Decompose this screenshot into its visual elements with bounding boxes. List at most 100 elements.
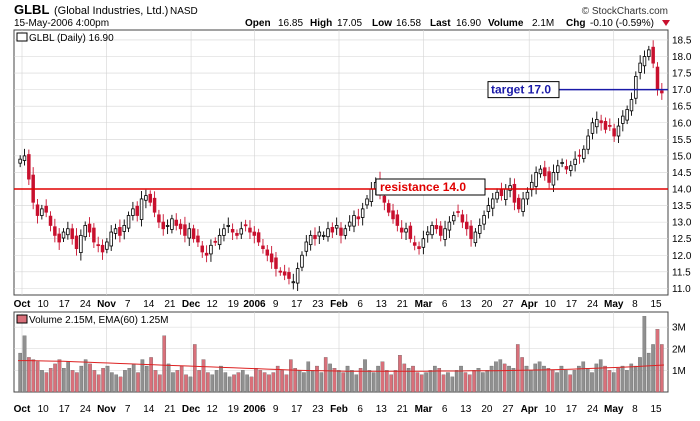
x-tick-label: 12 bbox=[207, 404, 219, 415]
volume-bar bbox=[424, 372, 428, 393]
volume-y-tick: 2M bbox=[672, 344, 686, 355]
volume-bar bbox=[319, 372, 324, 393]
x-tick-label: 21 bbox=[164, 299, 176, 310]
candle-body bbox=[521, 198, 525, 212]
candle-body bbox=[170, 218, 174, 230]
legend-swatch bbox=[16, 32, 28, 42]
candle-body bbox=[308, 234, 313, 246]
candle-body bbox=[35, 204, 40, 216]
volume-bar bbox=[642, 316, 647, 393]
x-tick-label: 9 bbox=[273, 299, 279, 310]
candle-body bbox=[135, 205, 139, 216]
x-tick-label: May bbox=[604, 299, 624, 310]
down-triangle-icon bbox=[662, 20, 670, 26]
candle-body bbox=[248, 227, 252, 233]
volume-bar bbox=[245, 374, 249, 393]
x-tick-label: 17 bbox=[59, 299, 71, 310]
candle-body bbox=[139, 198, 144, 220]
chg-value: -0.10 (-0.59%) bbox=[590, 18, 654, 29]
candle-body bbox=[395, 214, 400, 226]
volume-bar bbox=[288, 359, 293, 393]
volume-bar bbox=[651, 344, 655, 393]
volume-bar bbox=[267, 374, 271, 393]
x-tick-label: 24 bbox=[80, 299, 92, 310]
candle-body bbox=[300, 254, 304, 268]
volume-bar bbox=[110, 372, 114, 393]
x-tick-label: 27 bbox=[503, 299, 515, 310]
x-tick-label: 9 bbox=[273, 404, 279, 415]
volume-bar bbox=[389, 374, 394, 393]
volume-bar bbox=[363, 359, 367, 393]
x-tick-label: 21 bbox=[397, 299, 409, 310]
candle-body bbox=[517, 197, 521, 210]
candle-body bbox=[278, 270, 283, 273]
volume-bar bbox=[472, 370, 476, 393]
x-tick-label: 7 bbox=[125, 404, 131, 415]
volume-bar bbox=[70, 370, 75, 393]
x-tick-label: 15 bbox=[650, 404, 662, 415]
x-tick-label: 19 bbox=[228, 404, 240, 415]
x-tick-label: Mar bbox=[415, 404, 433, 415]
x-tick-label: 20 bbox=[481, 299, 493, 310]
volume-y-tick: 3M bbox=[672, 323, 686, 334]
candle-body bbox=[191, 228, 196, 240]
volume-bar bbox=[638, 357, 642, 393]
candle-body bbox=[256, 232, 261, 243]
candle-body bbox=[44, 205, 48, 213]
volume-bar bbox=[105, 365, 110, 393]
x-tick-label: 23 bbox=[312, 404, 324, 415]
candle-body bbox=[638, 62, 642, 73]
volume-bar bbox=[467, 374, 472, 393]
high-label: High bbox=[310, 18, 332, 29]
candle-body bbox=[113, 228, 118, 234]
volume-bar bbox=[123, 370, 127, 393]
x-tick-label: 24 bbox=[587, 404, 599, 415]
price-y-tick: 13.0 bbox=[672, 218, 692, 229]
candle-body bbox=[582, 148, 586, 159]
candle-body bbox=[438, 225, 443, 236]
candlestick-series bbox=[18, 40, 664, 292]
volume-bar bbox=[502, 363, 507, 393]
volume-bar bbox=[520, 357, 524, 393]
volume-bar bbox=[48, 368, 53, 393]
price-y-axis: 11.0 11.5 12.0 12.5 13.0 13.5 14.0 14.5 15.0 15.5… bbox=[672, 35, 692, 294]
volume-bar bbox=[192, 344, 197, 393]
candle-body bbox=[161, 221, 165, 230]
target-label-box bbox=[487, 81, 560, 99]
candle-body bbox=[573, 158, 577, 165]
x-tick-label: Dec bbox=[182, 404, 201, 415]
chg-label: Chg bbox=[566, 18, 585, 29]
x-tick-label: 17 bbox=[291, 404, 303, 415]
candle-body bbox=[261, 245, 265, 250]
volume-bar bbox=[393, 370, 398, 393]
volume-bar bbox=[563, 370, 568, 393]
volume-bar bbox=[83, 359, 88, 393]
volume-bar bbox=[546, 368, 551, 393]
candle-body bbox=[66, 228, 70, 236]
volume-bar bbox=[415, 372, 420, 393]
candle-body bbox=[118, 227, 122, 236]
candle-body bbox=[126, 215, 131, 229]
candle-body bbox=[651, 46, 655, 64]
candle-body bbox=[304, 241, 309, 252]
volume-bar bbox=[31, 359, 36, 393]
candle-body bbox=[408, 225, 413, 240]
candle-body bbox=[352, 215, 356, 227]
x-tick-label: 27 bbox=[503, 404, 515, 415]
x-tick-label: 13 bbox=[460, 299, 472, 310]
x-tick-label: 6 bbox=[442, 299, 448, 310]
candle-body bbox=[525, 191, 530, 200]
volume-bar bbox=[18, 352, 22, 393]
candle-body bbox=[226, 225, 231, 227]
volume-legend-swatch bbox=[16, 314, 28, 324]
candle-body bbox=[217, 234, 222, 246]
volume-bar bbox=[206, 372, 210, 393]
volume-bar bbox=[371, 372, 376, 393]
x-tick-label: 14 bbox=[143, 299, 155, 310]
candle-body bbox=[382, 195, 387, 203]
last-value: 16.90 bbox=[456, 18, 481, 29]
candle-body bbox=[27, 154, 31, 180]
low-value: 16.58 bbox=[396, 18, 421, 29]
candle-body bbox=[57, 233, 61, 243]
candle-body bbox=[18, 158, 22, 164]
